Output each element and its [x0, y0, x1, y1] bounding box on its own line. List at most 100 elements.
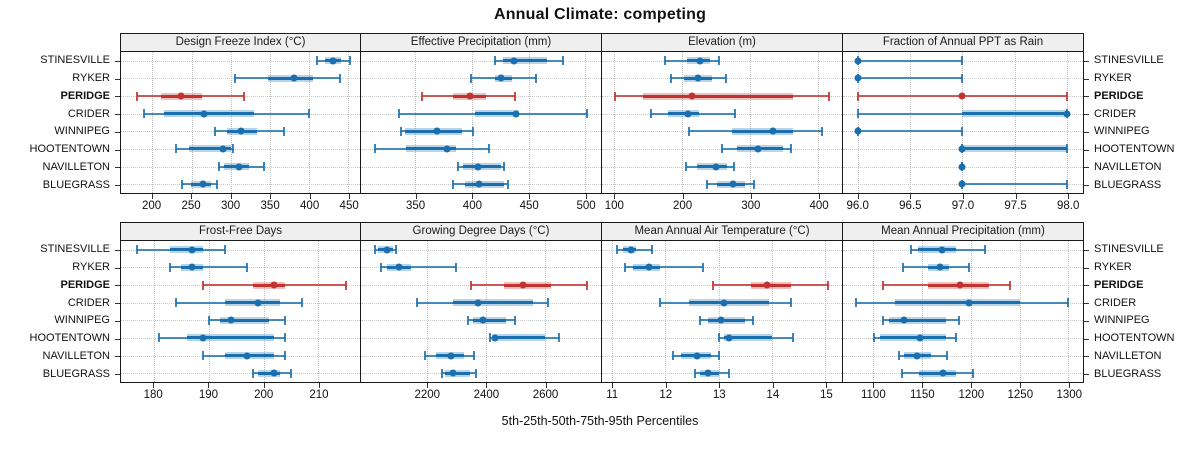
- y-axis-tick: [115, 374, 120, 376]
- whisker-cap-5th: [169, 262, 172, 272]
- interval-25-75-core: [444, 371, 470, 375]
- median-dot-bluegrass: [449, 369, 457, 377]
- city-label-hootentown: HOOTENTOWN: [29, 332, 110, 345]
- median-dot-winnipeg: [237, 127, 245, 135]
- whisker-cap-5th: [457, 162, 460, 172]
- x-axis-tick: [719, 383, 721, 388]
- y-axis-tick: [115, 96, 120, 98]
- x-axis-tick-label: 2600: [532, 389, 559, 401]
- panel-plot-design-freeze-index: [120, 52, 361, 194]
- whisker-cap-95th: [955, 333, 958, 343]
- whisker-cap-5th: [214, 126, 217, 136]
- whisker-cap-95th: [586, 109, 589, 119]
- x-axis-tick: [230, 194, 232, 199]
- x-axis-tick: [270, 194, 272, 199]
- whisker-cap-95th: [961, 126, 964, 136]
- y-axis-tick: [1084, 374, 1089, 376]
- whisker-cap-5th: [158, 333, 161, 343]
- gridline-horizontal: [361, 131, 601, 133]
- city-label-peridge: PERIDGE: [60, 278, 110, 291]
- whisker-cap-5th: [207, 315, 210, 325]
- whisker-cap-95th: [717, 56, 720, 66]
- whisker-cap-95th: [216, 179, 219, 189]
- panel-plot-growing-degree-days: [360, 241, 602, 383]
- whisker-cap-95th: [728, 368, 731, 378]
- gridline-horizontal: [602, 267, 842, 269]
- x-axis-tick: [910, 194, 912, 199]
- y-axis-tick: [115, 149, 120, 151]
- city-label-bluegrass: BLUEGRASS: [42, 367, 110, 380]
- whisker-cap-5th: [398, 109, 401, 119]
- median-dot-hootentown: [199, 334, 207, 342]
- x-axis-tick-label: 14: [766, 389, 780, 401]
- city-label-winnipeg: WINNIPEG: [1094, 125, 1150, 138]
- median-dot-stinesville: [188, 246, 196, 254]
- x-axis-tick: [665, 383, 667, 388]
- whisker-cap-5th: [142, 109, 145, 119]
- gridline-vertical: [485, 241, 487, 382]
- gridline-vertical: [1068, 241, 1070, 382]
- median-dot-stinesville: [383, 246, 391, 254]
- median-dot-navilleton: [235, 163, 243, 171]
- whisker-cap-5th: [693, 368, 696, 378]
- x-axis-tick: [486, 383, 488, 388]
- y-axis-tick: [115, 267, 120, 269]
- gridline-vertical: [318, 241, 320, 382]
- panel-elevation: Elevation (m) 100 200 300 400: [601, 33, 843, 215]
- whisker-cap-5th: [685, 162, 688, 172]
- x-axis-tick-label: 300: [741, 200, 761, 212]
- median-dot-winnipeg: [227, 316, 235, 324]
- median-dot-peridge: [688, 92, 696, 100]
- y-axis-tick: [115, 285, 120, 287]
- panel-strip-frost-free-days: Frost-Free Days: [120, 222, 361, 241]
- whisker-cap-95th: [752, 315, 755, 325]
- city-labels-left-top: STINESVILLE RYKER PERIDGE CRIDER WINNIPEG HOO…: [0, 33, 120, 215]
- interval-25-75-core: [731, 129, 794, 133]
- city-label-stinesville: STINESVILLE: [1094, 54, 1164, 67]
- whisker-cap-5th: [470, 280, 473, 290]
- whisker-cap-5th: [489, 333, 492, 343]
- panel-frost-free-days: Frost-Free Days 180 190 200 210: [120, 222, 361, 404]
- gridline-vertical: [818, 52, 820, 193]
- whisker-cap-95th: [284, 351, 287, 361]
- x-axis-tick: [318, 383, 320, 388]
- whisker-cap-95th: [828, 91, 831, 101]
- median-dot-navilleton: [447, 352, 455, 360]
- whisker-cap-95th: [473, 351, 476, 361]
- whisker-cap-95th: [651, 245, 654, 255]
- whisker-cap-5th: [202, 351, 205, 361]
- x-axis-tick: [472, 194, 474, 199]
- median-dot-ryker: [645, 263, 653, 271]
- whisker-cap-5th: [616, 245, 619, 255]
- panel-plot-mean-annual-air-temperature: [601, 241, 843, 383]
- interval-25-75-core: [164, 112, 255, 116]
- city-label-crider: CRIDER: [1094, 296, 1137, 309]
- gridline-horizontal: [361, 373, 601, 375]
- x-axis-tick: [1015, 194, 1017, 199]
- gridline-vertical: [269, 52, 271, 193]
- gridline-horizontal: [602, 249, 842, 251]
- median-dot-winnipeg: [854, 127, 862, 135]
- gridline-vertical: [873, 241, 875, 382]
- gridline-vertical: [1014, 52, 1016, 193]
- whisker-cap-5th: [856, 91, 859, 101]
- whisker-cap-95th: [232, 144, 235, 154]
- interval-5-95: [381, 266, 457, 269]
- whisker-cap-5th: [136, 91, 139, 101]
- y-axis-tick: [1084, 338, 1089, 340]
- x-axis-tick-label: 200: [254, 389, 274, 401]
- city-labels-right-top: STINESVILLE RYKER PERIDGE CRIDER WINNIPEG HOO…: [1084, 33, 1200, 215]
- y-axis-tick: [115, 167, 120, 169]
- x-axis-tick: [153, 383, 155, 388]
- whisker-cap-5th: [881, 280, 884, 290]
- city-label-peridge: PERIDGE: [1094, 278, 1144, 291]
- panel-effective-precipitation: Effective Precipitation (mm) 350 400 450 500: [360, 33, 602, 215]
- whisker-cap-95th: [224, 245, 227, 255]
- gridline-horizontal: [602, 355, 842, 357]
- whisker-cap-95th: [262, 162, 265, 172]
- panel-strip-elevation: Elevation (m): [601, 33, 843, 52]
- median-dot-peridge: [958, 92, 966, 100]
- whisker-cap-5th: [873, 333, 876, 343]
- x-axis-tick-label: 500: [576, 200, 596, 212]
- interval-25-75-core: [894, 301, 1020, 305]
